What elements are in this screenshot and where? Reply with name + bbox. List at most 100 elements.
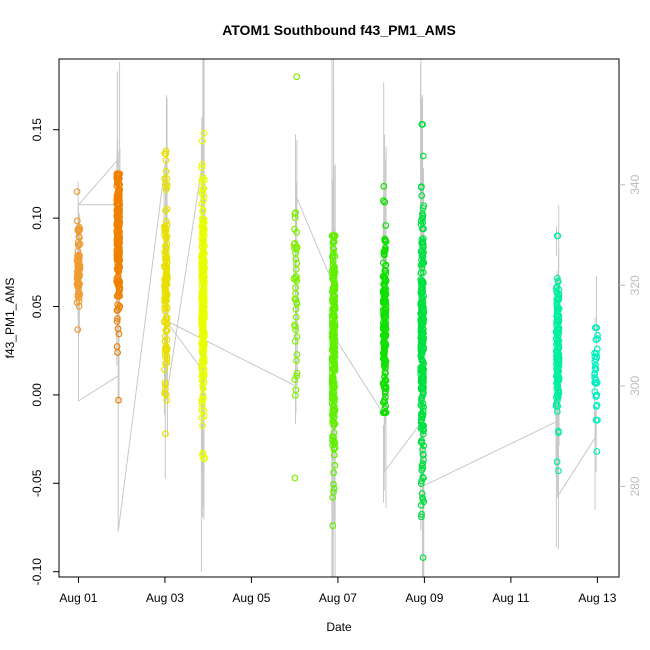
- data-point: [293, 228, 301, 236]
- y2-tick-label: 340: [628, 174, 642, 194]
- data-point: [162, 244, 170, 251]
- data-point: [163, 183, 171, 191]
- data-point: [381, 405, 389, 412]
- x-axis: Aug 01 Aug 03 Aug 05 Aug 07 Aug 09 Aug 11 Aug …: [59, 577, 617, 605]
- data-point: [329, 340, 337, 348]
- data-point: [382, 313, 390, 321]
- data-point: [75, 287, 82, 295]
- data-point: [74, 225, 82, 233]
- data-point: [115, 330, 123, 338]
- data-point: [553, 288, 561, 295]
- data-point: [553, 274, 561, 282]
- data-point: [420, 346, 428, 353]
- data-point: [381, 280, 389, 288]
- data-point: [200, 339, 208, 347]
- data-point: [114, 301, 122, 309]
- data-point: [553, 358, 561, 366]
- data-point: [330, 249, 337, 257]
- data-point: [200, 407, 208, 415]
- data-point: [592, 403, 600, 410]
- data-point: [116, 279, 123, 287]
- data-point: [331, 268, 339, 276]
- data-point: [418, 437, 426, 445]
- y2-tick-label: 320: [628, 275, 642, 295]
- data-point: [163, 355, 171, 363]
- data-point: [382, 237, 390, 245]
- data-point: [382, 244, 389, 252]
- data-point: [380, 299, 387, 307]
- data-point: [162, 273, 170, 281]
- data-point: [161, 366, 168, 374]
- data-point: [418, 510, 426, 518]
- data-point: [163, 290, 171, 298]
- data-point: [555, 343, 562, 351]
- data-point: [330, 295, 338, 303]
- data-point: [418, 462, 426, 470]
- y2-tick-label: 300: [628, 376, 642, 396]
- data-point: [200, 185, 208, 192]
- data-point: [330, 413, 338, 421]
- data-point: [113, 315, 121, 323]
- data-point: [199, 188, 207, 196]
- plot-frame: [58, 58, 620, 578]
- data-point: [418, 357, 426, 365]
- data-point: [163, 320, 171, 328]
- data-point: [417, 480, 425, 488]
- data-point: [292, 313, 300, 321]
- data-point: [380, 197, 387, 205]
- data-point: [417, 310, 425, 318]
- data-point: [163, 254, 171, 262]
- data-point: [380, 325, 387, 333]
- y-tick-label: -0.05: [30, 469, 44, 497]
- data-point: [200, 292, 208, 300]
- data-point: [199, 391, 207, 399]
- data-point: [163, 327, 171, 335]
- data-point: [331, 439, 339, 447]
- data-point: [161, 305, 169, 312]
- data-point: [115, 170, 123, 178]
- data-point: [293, 351, 301, 358]
- data-point: [381, 309, 388, 317]
- y-tick-label: 0.00: [30, 383, 44, 407]
- data-point: [115, 258, 123, 266]
- data-point: [330, 264, 338, 271]
- data-point: [379, 273, 387, 280]
- data-point: [198, 178, 206, 186]
- data-point: [417, 416, 425, 424]
- data-point: [329, 232, 337, 240]
- data-point: [591, 371, 598, 379]
- data-point: [330, 469, 338, 477]
- data-point: [417, 346, 425, 354]
- data-point: [418, 192, 426, 200]
- data-point: [381, 369, 389, 377]
- data-point: [199, 301, 207, 309]
- data-point: [417, 385, 425, 393]
- data-point: [554, 232, 562, 240]
- data-point: [163, 345, 171, 353]
- data-point: [420, 365, 427, 373]
- data-point: [198, 164, 206, 172]
- data-point: [420, 259, 428, 267]
- data-point: [379, 399, 387, 406]
- data-point: [74, 241, 82, 249]
- data-point: [199, 236, 207, 244]
- data-point: [115, 230, 122, 237]
- data-point: [162, 150, 170, 158]
- data-point: [198, 249, 206, 257]
- data-point: [115, 190, 123, 198]
- data-point: [379, 355, 387, 363]
- data-point: [417, 424, 425, 432]
- data-point: [161, 379, 169, 387]
- data-point: [113, 318, 121, 325]
- data-point: [161, 297, 169, 305]
- data-point: [74, 283, 82, 291]
- data-point: [114, 208, 122, 216]
- data-point: [330, 381, 338, 389]
- y-tick-label: 0.05: [30, 295, 44, 319]
- data-point: [330, 245, 338, 253]
- data-point: [382, 383, 390, 391]
- data-point: [161, 381, 169, 389]
- data-point: [592, 336, 600, 344]
- data-point: [330, 481, 337, 488]
- data-point: [200, 312, 208, 319]
